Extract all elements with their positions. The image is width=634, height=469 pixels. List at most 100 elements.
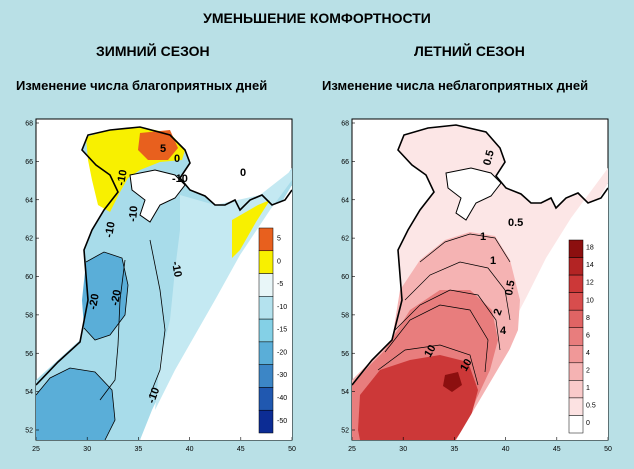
y-tick-label: 66 xyxy=(341,159,349,166)
left-contour-label: 0 xyxy=(174,153,180,165)
left-map: 5 0 0 -10 -10 -10 -10 -10 -20 -20 -10 xyxy=(35,118,293,441)
y-tick-label: 64 xyxy=(341,197,349,204)
right-contour-label: 0.5 xyxy=(508,217,523,229)
left-contour-3 xyxy=(83,251,129,341)
left-south-zone xyxy=(36,368,115,440)
x-tick-label: 40 xyxy=(186,446,194,453)
colorbar-label: 6 xyxy=(586,332,590,339)
right-contour-3 xyxy=(394,289,501,351)
colorbar-swatch xyxy=(568,239,584,258)
left-contour-1 xyxy=(99,259,126,401)
colorbar-label: 5 xyxy=(277,236,281,243)
colorbar-swatch xyxy=(258,318,274,343)
left-contour-label: 5 xyxy=(160,143,166,155)
colorbar-label: -5 xyxy=(277,281,283,288)
x-tick-label: 35 xyxy=(451,446,459,453)
x-tick-label: 30 xyxy=(399,446,407,453)
left-contour-label: -20 xyxy=(109,289,124,307)
right-y-axis: 52 54 56 58 60 62 64 66 68 xyxy=(341,121,355,435)
right-contour-1 xyxy=(419,233,511,263)
left-light-band xyxy=(155,170,292,410)
right-contour-label: 4 xyxy=(500,325,507,337)
y-tick-label: 56 xyxy=(25,351,33,358)
right-subtitle: Изменение числа неблагоприятных дней xyxy=(322,78,589,93)
right-contour-5 xyxy=(377,344,479,386)
right-contour-label: 10 xyxy=(422,343,439,360)
y-tick-label: 60 xyxy=(341,274,349,281)
colorbar-label: 8 xyxy=(586,315,590,322)
y-tick-label: 68 xyxy=(25,121,33,128)
left-contour-2 xyxy=(149,239,166,396)
left-contour-label: 0 xyxy=(240,167,246,179)
colorbar-swatch xyxy=(258,364,274,388)
left-season-title: ЗИМНИЙ СЕЗОН xyxy=(96,43,210,59)
right-colorbar: 18 14 12 10 8 6 4 2 1 0.5 0 xyxy=(568,239,596,434)
colorbar-swatch xyxy=(568,362,584,381)
left-white-sea xyxy=(129,169,186,223)
y-tick-label: 62 xyxy=(341,236,349,243)
colorbar-label: 4 xyxy=(586,350,590,357)
y-tick-label: 52 xyxy=(341,428,349,435)
right-season-title: ЛЕТНИЙ СЕЗОН xyxy=(414,43,525,59)
colorbar-swatch xyxy=(568,327,584,346)
right-contour-label: 10 xyxy=(458,357,475,374)
colorbar-swatch xyxy=(258,341,274,365)
y-tick-label: 68 xyxy=(341,121,349,128)
left-coastline xyxy=(36,126,292,386)
y-tick-label: 52 xyxy=(25,428,33,435)
left-minus20-zone xyxy=(82,252,128,340)
x-tick-label: 45 xyxy=(237,446,245,453)
colorbar-label: 10 xyxy=(586,297,594,304)
left-contour-label: -10 xyxy=(103,221,118,239)
x-tick-label: 35 xyxy=(135,446,143,453)
left-contour-label: -10 xyxy=(115,169,130,187)
right-contour-label: 1 xyxy=(480,231,486,243)
colorbar-label: -30 xyxy=(277,372,287,379)
colorbar-label: -10 xyxy=(277,304,287,311)
colorbar-swatch xyxy=(568,257,584,276)
colorbar-swatch xyxy=(568,380,584,399)
right-contour-label: 0.5 xyxy=(503,279,517,296)
y-tick-label: 54 xyxy=(25,389,33,396)
y-tick-label: 58 xyxy=(341,312,349,319)
colorbar-swatch xyxy=(568,274,584,293)
left-contour-label: -20 xyxy=(87,293,102,311)
left-empty-triangle xyxy=(140,185,292,440)
colorbar-label: 0 xyxy=(277,258,281,265)
right-contour-label: 2 xyxy=(492,307,505,317)
y-tick-label: 56 xyxy=(341,351,349,358)
colorbar-label: 0 xyxy=(586,420,590,427)
colorbar-swatch xyxy=(258,387,274,411)
colorbar-label: -50 xyxy=(277,418,287,425)
right-contour-4 xyxy=(384,304,489,373)
right-contour-2 xyxy=(404,261,511,321)
colorbar-label: 18 xyxy=(586,245,594,252)
colorbar-label: -15 xyxy=(277,327,287,334)
left-orange-zone xyxy=(138,130,178,160)
colorbar-label: 14 xyxy=(586,262,594,269)
y-tick-label: 66 xyxy=(25,159,33,166)
colorbar-swatch xyxy=(258,273,274,297)
colorbar-swatch xyxy=(258,250,274,274)
right-core-max xyxy=(443,372,462,392)
colorbar-label: -40 xyxy=(277,395,287,402)
left-colorbar: 5 0 -5 -10 -15 -20 -30 -40 -50 xyxy=(258,227,287,434)
left-subtitle: Изменение числа благоприятных дней xyxy=(16,78,268,93)
left-contour-label: -10 xyxy=(169,260,184,278)
left-x-axis: 25 30 35 40 45 50 xyxy=(32,437,296,453)
figure-title: УМЕНЬШЕНИЕ КОМФОРТНОСТИ xyxy=(203,10,431,26)
colorbar-swatch xyxy=(258,227,274,252)
colorbar-swatch xyxy=(568,292,584,311)
x-tick-label: 30 xyxy=(83,446,91,453)
left-contour-label: -10 xyxy=(127,205,140,222)
right-white-sea xyxy=(445,167,502,221)
y-tick-label: 62 xyxy=(25,236,33,243)
colorbar-label: 12 xyxy=(586,280,594,287)
colorbar-swatch xyxy=(568,345,584,364)
colorbar-swatch xyxy=(258,296,274,320)
y-tick-label: 64 xyxy=(25,197,33,204)
right-x-axis: 25 30 35 40 45 50 xyxy=(348,437,612,453)
left-y-axis: 52 54 56 58 60 62 64 66 68 xyxy=(25,121,39,435)
x-tick-label: 45 xyxy=(553,446,561,453)
x-tick-label: 50 xyxy=(604,446,612,453)
